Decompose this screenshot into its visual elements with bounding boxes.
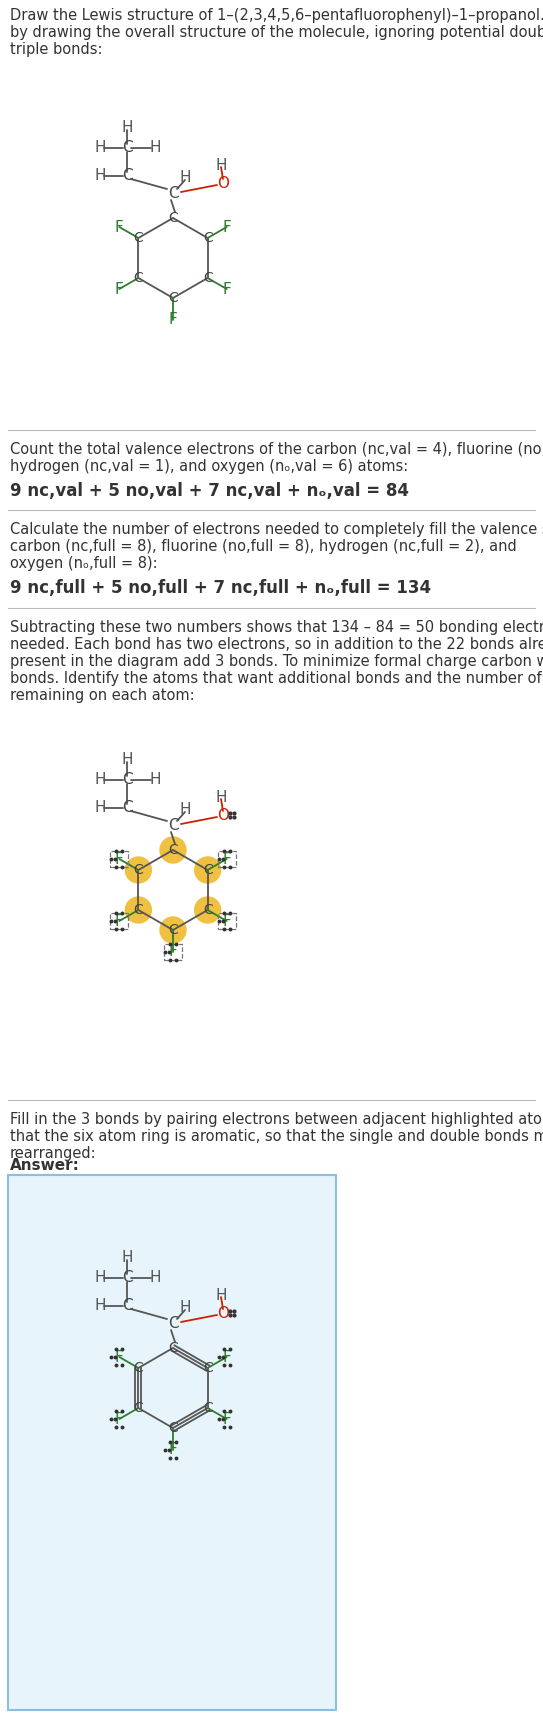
Text: hydrogen (nᴄ,val = 1), and oxygen (nₒ,val = 6) atoms:: hydrogen (nᴄ,val = 1), and oxygen (nₒ,va… bbox=[10, 459, 408, 474]
Text: F: F bbox=[222, 1350, 231, 1364]
Text: C: C bbox=[168, 187, 178, 201]
Text: C: C bbox=[203, 1361, 212, 1374]
Text: H: H bbox=[121, 752, 132, 768]
Text: C: C bbox=[122, 773, 132, 787]
Text: Fill in the 3 bonds by pairing electrons between adjacent highlighted atoms. Not: Fill in the 3 bonds by pairing electrons… bbox=[10, 1112, 543, 1127]
Text: 9 nᴄ,full + 5 nᴏ,full + 7 nᴄ,full + nₒ,full = 134: 9 nᴄ,full + 5 nᴏ,full + 7 nᴄ,full + nₒ,f… bbox=[10, 579, 431, 596]
Text: C: C bbox=[134, 904, 143, 917]
Text: C: C bbox=[122, 141, 132, 156]
Text: H: H bbox=[215, 790, 227, 804]
Text: C: C bbox=[168, 818, 178, 833]
Text: F: F bbox=[115, 852, 124, 866]
Text: remaining on each atom:: remaining on each atom: bbox=[10, 687, 194, 703]
Text: C: C bbox=[134, 271, 143, 285]
Text: F: F bbox=[115, 1350, 124, 1364]
Text: H: H bbox=[179, 1301, 191, 1316]
Text: C: C bbox=[168, 1342, 178, 1356]
Text: C: C bbox=[122, 801, 132, 816]
Text: Answer:: Answer: bbox=[10, 1158, 80, 1173]
Text: F: F bbox=[169, 313, 178, 328]
Text: 9 nᴄ,val + 5 nᴏ,val + 7 nᴄ,val + nₒ,val = 84: 9 nᴄ,val + 5 nᴏ,val + 7 nᴄ,val + nₒ,val … bbox=[10, 483, 409, 500]
Text: needed. Each bond has two electrons, so in addition to the 22 bonds already: needed. Each bond has two electrons, so … bbox=[10, 637, 543, 653]
Text: C: C bbox=[168, 211, 178, 225]
Text: O: O bbox=[217, 175, 229, 191]
Text: O: O bbox=[217, 1306, 229, 1321]
Text: C: C bbox=[203, 904, 212, 917]
Circle shape bbox=[194, 897, 220, 923]
Text: Count the total valence electrons of the carbon (nᴄ,val = 4), fluorine (nᴏ,val =: Count the total valence electrons of the… bbox=[10, 442, 543, 457]
Text: H: H bbox=[94, 1271, 106, 1285]
Text: O: O bbox=[217, 807, 229, 823]
Text: F: F bbox=[222, 220, 231, 234]
Text: present in the diagram add 3 bonds. To minimize formal charge carbon wants 4: present in the diagram add 3 bonds. To m… bbox=[10, 655, 543, 668]
Text: Subtracting these two numbers shows that 134 – 84 = 50 bonding electrons are: Subtracting these two numbers shows that… bbox=[10, 620, 543, 636]
Text: Draw the Lewis structure of 1–(2,3,4,5,6–pentafluorophenyl)–1–propanol. Start: Draw the Lewis structure of 1–(2,3,4,5,6… bbox=[10, 9, 543, 22]
Text: H: H bbox=[149, 141, 161, 156]
Text: H: H bbox=[149, 1271, 161, 1285]
Text: C: C bbox=[168, 844, 178, 857]
Text: H: H bbox=[94, 773, 106, 787]
Text: F: F bbox=[115, 1412, 124, 1426]
Text: that the six atom ring is aromatic, so that the single and double bonds may be: that the six atom ring is aromatic, so t… bbox=[10, 1129, 543, 1144]
Text: C: C bbox=[168, 290, 178, 306]
Text: rearranged:: rearranged: bbox=[10, 1146, 97, 1161]
Text: C: C bbox=[122, 1299, 132, 1314]
Circle shape bbox=[125, 857, 151, 883]
Text: F: F bbox=[222, 914, 231, 928]
Text: oxygen (nₒ,full = 8):: oxygen (nₒ,full = 8): bbox=[10, 557, 157, 570]
Text: C: C bbox=[168, 1316, 178, 1331]
Text: F: F bbox=[222, 852, 231, 866]
Text: C: C bbox=[203, 230, 212, 246]
Text: F: F bbox=[222, 1412, 231, 1426]
Text: H: H bbox=[215, 1287, 227, 1302]
Text: C: C bbox=[203, 1400, 212, 1416]
Text: C: C bbox=[134, 862, 143, 876]
Text: C: C bbox=[134, 230, 143, 246]
Text: H: H bbox=[179, 170, 191, 186]
Text: H: H bbox=[94, 141, 106, 156]
Text: C: C bbox=[168, 923, 178, 936]
Text: F: F bbox=[222, 282, 231, 297]
Text: C: C bbox=[203, 271, 212, 285]
Text: H: H bbox=[94, 1299, 106, 1314]
Text: H: H bbox=[179, 802, 191, 818]
Text: H: H bbox=[94, 168, 106, 184]
Text: triple bonds:: triple bonds: bbox=[10, 41, 103, 57]
Text: C: C bbox=[168, 1421, 178, 1435]
Text: H: H bbox=[149, 773, 161, 787]
Text: H: H bbox=[94, 801, 106, 816]
Text: by drawing the overall structure of the molecule, ignoring potential double and: by drawing the overall structure of the … bbox=[10, 26, 543, 40]
Circle shape bbox=[160, 917, 186, 943]
Text: carbon (nᴄ,full = 8), fluorine (nᴏ,full = 8), hydrogen (nᴄ,full = 2), and: carbon (nᴄ,full = 8), fluorine (nᴏ,full … bbox=[10, 539, 517, 553]
Text: C: C bbox=[203, 862, 212, 876]
Circle shape bbox=[160, 837, 186, 862]
Text: H: H bbox=[121, 1251, 132, 1266]
Text: C: C bbox=[134, 1361, 143, 1374]
Circle shape bbox=[194, 857, 220, 883]
Text: C: C bbox=[134, 1400, 143, 1416]
Text: C: C bbox=[122, 1271, 132, 1285]
FancyBboxPatch shape bbox=[8, 1175, 336, 1709]
Text: F: F bbox=[115, 282, 124, 297]
Text: H: H bbox=[121, 120, 132, 136]
Text: F: F bbox=[115, 220, 124, 234]
Text: bonds. Identify the atoms that want additional bonds and the number of electrons: bonds. Identify the atoms that want addi… bbox=[10, 672, 543, 685]
Text: H: H bbox=[215, 158, 227, 172]
Text: C: C bbox=[122, 168, 132, 184]
Circle shape bbox=[125, 897, 151, 923]
Text: F: F bbox=[115, 914, 124, 928]
Text: Calculate the number of electrons needed to completely fill the valence shells f: Calculate the number of electrons needed… bbox=[10, 522, 543, 538]
Text: F: F bbox=[169, 1443, 178, 1457]
Text: F: F bbox=[169, 945, 178, 959]
